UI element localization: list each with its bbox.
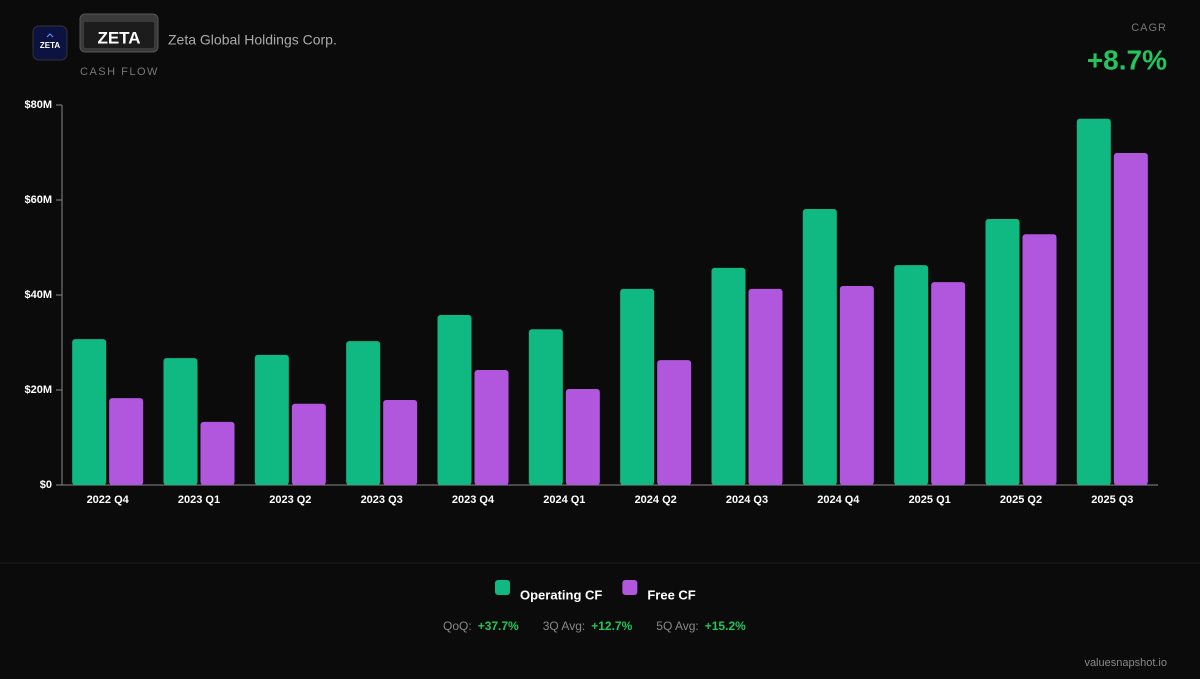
x-tick-label: 2023 Q3 (361, 494, 403, 506)
footer: valuesnapshot.io (1084, 657, 1167, 669)
legend-swatch (622, 580, 638, 595)
icon-text: ZETA (40, 41, 61, 50)
x-tick-label: 2023 Q2 (269, 494, 311, 506)
y-tick-label: $80M (24, 99, 52, 111)
bar (620, 288, 655, 485)
x-tick-label: 2023 Q4 (452, 494, 495, 506)
y-tick-label: $60M (24, 194, 52, 206)
company-name: Zeta Global Holdings Corp. (168, 32, 337, 48)
stat-value: +12.7% (591, 619, 632, 633)
logo-text: ZETA (97, 28, 140, 47)
legend-swatch (495, 580, 510, 595)
company-icon (32, 25, 68, 61)
stat-value: +37.7% (478, 619, 519, 633)
bar (894, 265, 929, 485)
stats: QoQ: +37.7% 3Q Avg: +12.7% 5Q Avg: +15.2% (443, 619, 746, 633)
bar (163, 358, 198, 485)
x-tick-label: 2024 Q4 (817, 494, 860, 506)
bar (985, 219, 1020, 485)
x-tick-label: 2023 Q1 (178, 494, 220, 506)
bar (711, 267, 746, 485)
x-tick-label: 2024 Q1 (543, 494, 585, 506)
stat-label: QoQ: (443, 619, 472, 633)
stat-value: +15.2% (705, 619, 746, 633)
bar (931, 282, 966, 485)
y-tick-label: $20M (24, 384, 52, 396)
bar (1022, 234, 1057, 485)
bar (1113, 152, 1148, 485)
y-tick-label: $0 (40, 479, 52, 491)
section-title: CASH FLOW (80, 66, 159, 78)
bar (802, 209, 837, 485)
x-tick-label: 2024 Q2 (635, 494, 677, 506)
cagr-value: +8.7% (1087, 44, 1167, 75)
bar (839, 285, 874, 485)
bar (72, 339, 107, 485)
stat-label: 5Q Avg: (656, 619, 698, 633)
bar (291, 403, 326, 485)
bar (200, 421, 235, 485)
bar (528, 329, 563, 485)
bar (109, 398, 144, 485)
bar (346, 341, 381, 485)
icon-arrow (46, 33, 54, 38)
x-tick-label: 2024 Q3 (726, 494, 768, 506)
bar (383, 399, 418, 485)
legend-label: Free CF (647, 587, 695, 602)
bar (474, 370, 509, 485)
x-tick-label: 2025 Q1 (909, 494, 951, 506)
stat-label: 3Q Avg: (543, 619, 585, 633)
bar (748, 288, 783, 485)
x-tick-label: 2025 Q3 (1091, 494, 1133, 506)
bar (565, 389, 600, 485)
legend: Operating CF Free CF (495, 580, 696, 602)
x-tick-label: 2025 Q2 (1000, 494, 1042, 506)
x-tick-label: 2022 Q4 (87, 494, 130, 506)
bar (254, 354, 289, 485)
logo-inner (84, 22, 154, 48)
legend-label: Operating CF (520, 587, 602, 602)
bar (657, 360, 692, 485)
cagr-label: CAGR (1131, 22, 1167, 34)
bar (437, 314, 472, 485)
y-tick-label: $40M (24, 289, 52, 301)
bar (1076, 118, 1111, 486)
